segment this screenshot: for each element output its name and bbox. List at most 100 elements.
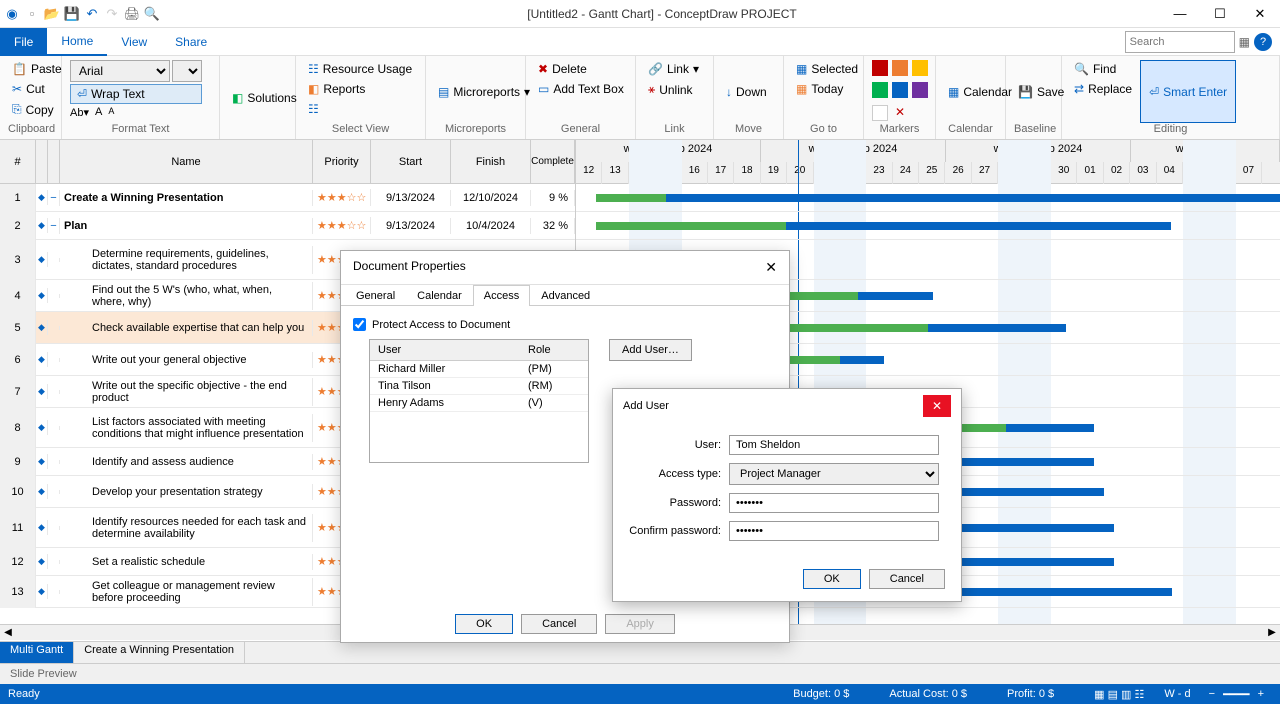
col-complete[interactable]: Complete <box>531 140 575 184</box>
resource-usage-button[interactable]: ☷Resource Usage <box>304 60 416 78</box>
task-name[interactable]: Set a realistic schedule <box>60 554 313 570</box>
expand-toggle[interactable] <box>48 526 60 530</box>
task-start[interactable]: 9/13/2024 <box>371 218 451 234</box>
move-down-button[interactable]: ↓Down <box>722 60 771 123</box>
col-finish[interactable]: Finish <box>451 140 531 184</box>
col-num[interactable]: # <box>0 140 36 184</box>
microreports-button[interactable]: ▤Microreports▾ <box>434 60 534 123</box>
shrink-font-button[interactable]: A <box>108 106 114 119</box>
task-finish[interactable]: 12/10/2024 <box>451 190 531 206</box>
task-start[interactable]: 9/13/2024 <box>371 190 451 206</box>
link-button[interactable]: 🔗Link▾ <box>644 60 703 78</box>
smart-enter-button[interactable]: ⏎Smart Enter <box>1140 60 1236 123</box>
maximize-button[interactable]: ☐ <box>1200 0 1240 28</box>
font-select[interactable]: Arial <box>70 60 170 82</box>
zoom-in-button[interactable]: + <box>1258 688 1264 700</box>
gantt-bar-remaining[interactable] <box>858 292 933 300</box>
marker-color[interactable]: ✕ <box>892 105 908 121</box>
gantt-bar-progress[interactable] <box>788 324 928 332</box>
zoom-slider[interactable]: ━━━━ <box>1223 688 1250 701</box>
view-icons[interactable]: ▦ ▤ ▥ ☷ <box>1094 688 1144 701</box>
search-icon[interactable]: ▦ <box>1239 35 1250 49</box>
gantt-bar-remaining[interactable] <box>962 558 1114 566</box>
gantt-bar-progress[interactable] <box>596 194 666 202</box>
task-priority[interactable]: ★★★☆☆ <box>313 189 371 206</box>
sheet-tab-multi-gantt[interactable]: Multi Gantt <box>0 642 74 663</box>
undo-icon[interactable]: ↶ <box>84 6 100 22</box>
task-name[interactable]: Write out your general objective <box>60 352 313 368</box>
copy-button[interactable]: ⎘Copy <box>8 100 66 119</box>
expand-toggle[interactable] <box>48 258 60 262</box>
case-button[interactable]: Ab▾ <box>70 106 89 119</box>
gantt-bar-remaining[interactable] <box>786 222 1171 230</box>
docprops-cancel-button[interactable]: Cancel <box>521 614 597 634</box>
gantt-bar-progress[interactable] <box>596 222 786 230</box>
font-size-select[interactable]: 9 <box>172 60 202 82</box>
confirm-password-input[interactable] <box>729 521 939 541</box>
unlink-button[interactable]: ⚹Unlink <box>644 80 703 99</box>
marker-color[interactable] <box>912 82 928 98</box>
user-row[interactable]: Henry Adams(V) <box>370 395 588 412</box>
replace-button[interactable]: ⇄Replace <box>1070 80 1136 98</box>
print-icon[interactable]: 🖨 <box>124 6 140 22</box>
goto-selected-button[interactable]: ▦Selected <box>792 60 862 78</box>
marker-color[interactable] <box>892 82 908 98</box>
table-row[interactable]: 2 ◆ − Plan ★★★☆☆ 9/13/2024 10/4/2024 32 … <box>0 212 575 240</box>
file-menu[interactable]: File <box>0 28 47 56</box>
task-name[interactable]: Determine requirements, guidelines, dict… <box>60 246 313 274</box>
docprops-ok-button[interactable]: OK <box>455 614 513 634</box>
task-name[interactable]: List factors associated with meeting con… <box>60 414 313 442</box>
task-finish[interactable]: 10/4/2024 <box>451 218 531 234</box>
add-text-box-button[interactable]: ▭Add Text Box <box>534 80 628 98</box>
minimize-button[interactable]: — <box>1160 0 1200 28</box>
expand-toggle[interactable]: − <box>48 218 60 234</box>
tab-view[interactable]: View <box>107 28 161 56</box>
save-icon[interactable]: 💾 <box>64 6 80 22</box>
expand-toggle[interactable] <box>48 390 60 394</box>
task-name[interactable]: Create a Winning Presentation <box>60 190 313 206</box>
goto-today-button[interactable]: ▦Today <box>792 80 862 98</box>
preview-icon[interactable]: 🔍 <box>144 6 160 22</box>
gantt-bar-progress[interactable] <box>962 424 1006 432</box>
paste-button[interactable]: 📋Paste <box>8 60 66 78</box>
tab-general[interactable]: General <box>345 285 406 306</box>
user-input[interactable] <box>729 435 939 455</box>
marker-color[interactable] <box>872 60 888 76</box>
gantt-bar-remaining[interactable] <box>962 488 1104 496</box>
solutions-button[interactable]: ◧Solutions <box>228 60 301 135</box>
marker-color[interactable] <box>872 105 888 121</box>
scroll-right-icon[interactable]: ▶ <box>1264 627 1280 638</box>
gantt-bar-remaining[interactable] <box>962 524 1114 532</box>
tab-calendar[interactable]: Calendar <box>406 285 473 306</box>
expand-toggle[interactable] <box>48 460 60 464</box>
sheet-tab-presentation[interactable]: Create a Winning Presentation <box>74 642 245 663</box>
open-icon[interactable]: 📂 <box>44 6 60 22</box>
grow-font-button[interactable]: A <box>95 106 102 119</box>
gantt-bar-remaining[interactable] <box>962 588 1172 596</box>
docprops-apply-button[interactable]: Apply <box>605 614 675 634</box>
search-input[interactable] <box>1125 31 1235 53</box>
find-button[interactable]: 🔍Find <box>1070 60 1136 78</box>
marker-color[interactable] <box>892 60 908 76</box>
reports-button[interactable]: ◧Reports <box>304 80 416 98</box>
user-row[interactable]: Richard Miller(PM) <box>370 361 588 378</box>
add-user-close-button[interactable]: ✕ <box>923 395 951 417</box>
redo-icon[interactable]: ↷ <box>104 6 120 22</box>
col-start[interactable]: Start <box>371 140 451 184</box>
gantt-bar-remaining[interactable] <box>962 458 1094 466</box>
task-name[interactable]: Write out the specific objective - the e… <box>60 378 313 406</box>
expand-toggle[interactable] <box>48 560 60 564</box>
expand-toggle[interactable] <box>48 358 60 362</box>
delete-button[interactable]: ✖Delete <box>534 60 628 78</box>
cut-button[interactable]: ✂Cut <box>8 80 66 98</box>
expand-toggle[interactable] <box>48 426 60 430</box>
wrap-text-button[interactable]: ⏎Wrap Text <box>70 84 202 104</box>
close-button[interactable]: ✕ <box>1240 0 1280 28</box>
help-icon[interactable]: ? <box>1254 33 1272 51</box>
task-complete[interactable]: 32 % <box>531 218 575 234</box>
expand-toggle[interactable]: − <box>48 190 60 206</box>
expand-toggle[interactable] <box>48 490 60 494</box>
new-icon[interactable]: ▫ <box>24 6 40 22</box>
task-name[interactable]: Plan <box>60 218 313 234</box>
col-name[interactable]: Name <box>60 140 313 184</box>
